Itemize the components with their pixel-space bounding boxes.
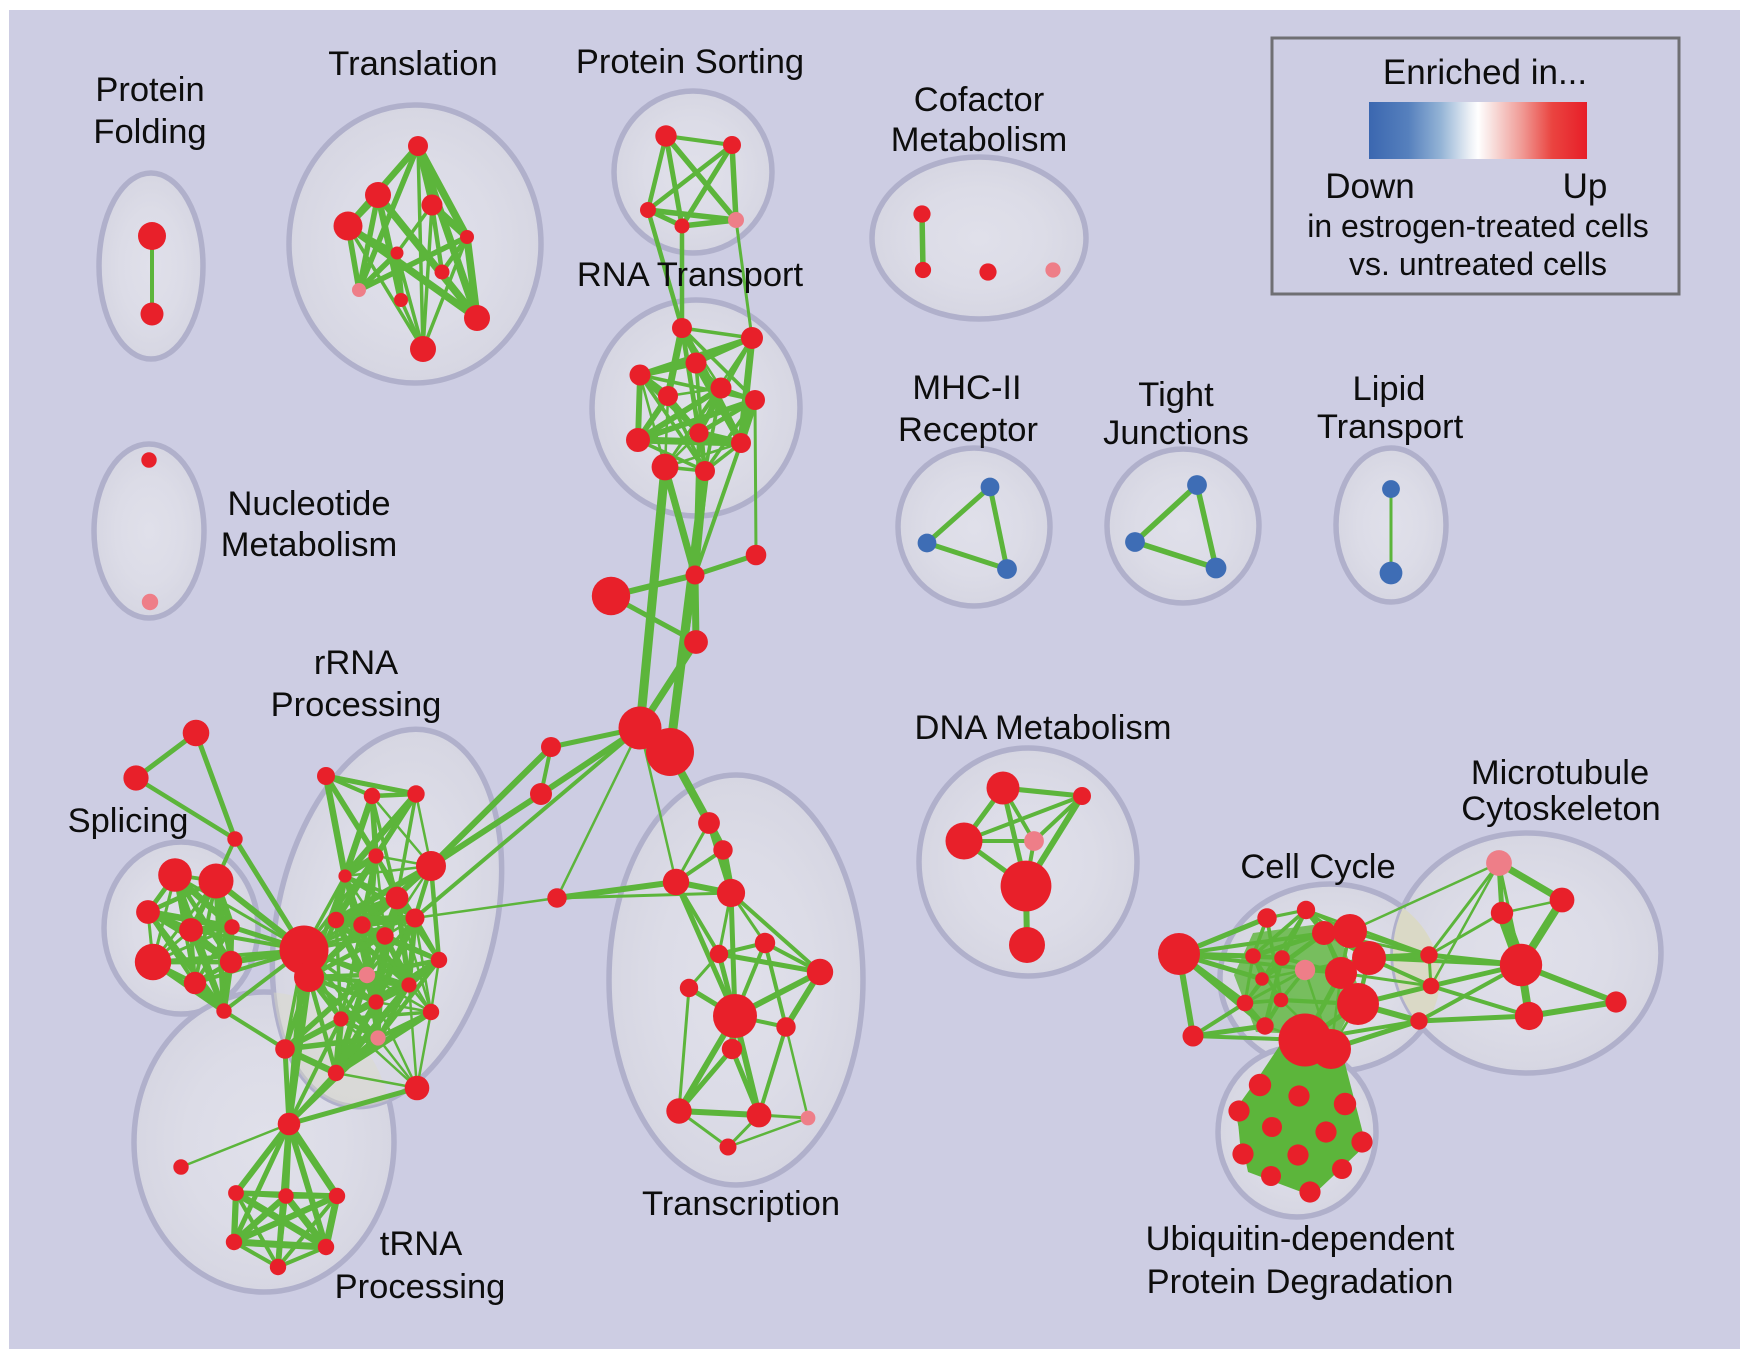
svg-text:RNA Transport: RNA Transport bbox=[577, 256, 804, 294]
svg-text:DNA Metabolism: DNA Metabolism bbox=[915, 709, 1172, 747]
svg-text:in estrogen-treated cells: in estrogen-treated cells bbox=[1307, 208, 1649, 244]
svg-text:Translation: Translation bbox=[328, 45, 497, 83]
svg-text:Microtubule: Microtubule bbox=[1471, 754, 1649, 792]
svg-text:Receptor: Receptor bbox=[898, 411, 1038, 449]
svg-text:Transport: Transport bbox=[1317, 408, 1464, 446]
svg-text:Protein Sorting: Protein Sorting bbox=[576, 43, 804, 81]
svg-text:Protein: Protein bbox=[95, 71, 204, 109]
svg-text:Splicing: Splicing bbox=[68, 802, 189, 840]
svg-text:Lipid: Lipid bbox=[1353, 370, 1426, 408]
svg-text:rRNA: rRNA bbox=[314, 644, 398, 682]
svg-text:Nucleotide: Nucleotide bbox=[227, 485, 390, 523]
svg-text:Metabolism: Metabolism bbox=[891, 121, 1067, 159]
svg-text:Cytoskeleton: Cytoskeleton bbox=[1461, 790, 1660, 828]
svg-text:Up: Up bbox=[1563, 167, 1608, 206]
svg-text:tRNA: tRNA bbox=[380, 1225, 462, 1263]
svg-text:Cell Cycle: Cell Cycle bbox=[1240, 848, 1395, 886]
svg-text:vs. untreated cells: vs. untreated cells bbox=[1349, 246, 1607, 282]
svg-text:Folding: Folding bbox=[93, 113, 206, 151]
svg-text:Transcription: Transcription bbox=[642, 1185, 840, 1223]
svg-text:Processing: Processing bbox=[271, 686, 442, 724]
svg-text:Ubiquitin-dependent: Ubiquitin-dependent bbox=[1146, 1220, 1455, 1258]
svg-text:Cofactor: Cofactor bbox=[914, 81, 1044, 119]
svg-text:Junctions: Junctions bbox=[1103, 414, 1249, 452]
svg-text:Enriched in...: Enriched in... bbox=[1383, 53, 1587, 92]
svg-text:Metabolism: Metabolism bbox=[221, 526, 397, 564]
svg-text:Tight: Tight bbox=[1138, 376, 1214, 414]
svg-text:Processing: Processing bbox=[335, 1268, 506, 1306]
svg-text:Protein Degradation: Protein Degradation bbox=[1147, 1263, 1454, 1301]
svg-text:Down: Down bbox=[1325, 167, 1414, 206]
svg-text:MHC-II: MHC-II bbox=[912, 369, 1021, 407]
